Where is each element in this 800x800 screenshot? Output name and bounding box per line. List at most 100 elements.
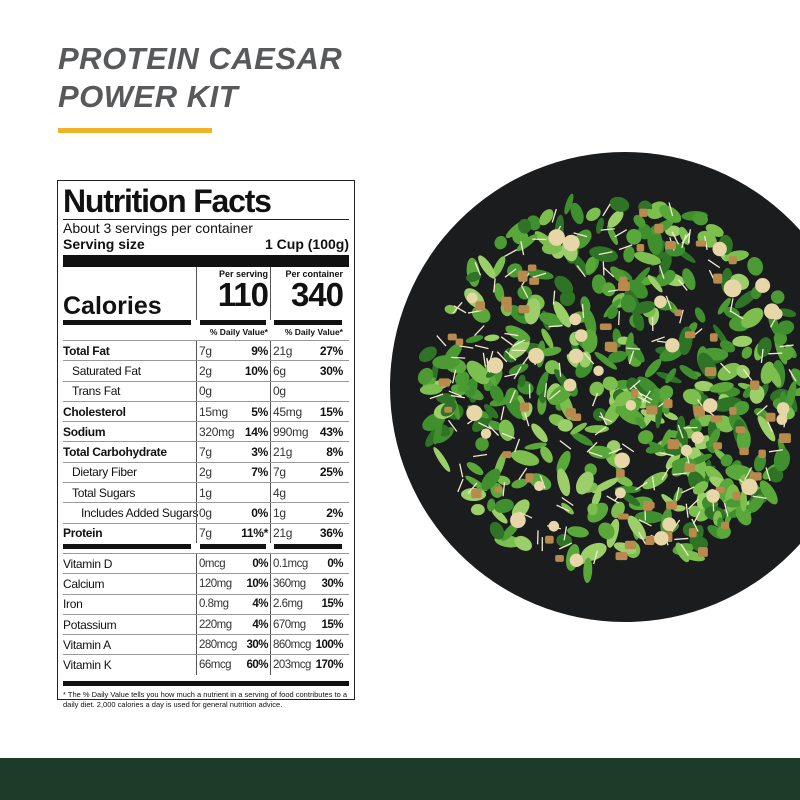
per-container-cell: 0g [270,381,345,401]
crouton [646,405,658,415]
lettuce-leaf [491,508,508,524]
lettuce-leaf [781,346,794,361]
calories-per-serving: 110 [217,276,269,313]
lettuce-leaf [644,358,662,378]
dressing-dollop [510,512,526,529]
parmesan-shred [692,511,701,525]
crouton [646,502,655,509]
crouton [758,449,766,459]
nutrient-name: Iron [63,597,83,612]
accent-rule [58,128,212,133]
parmesan-shred [482,352,487,367]
lettuce-leaf [759,480,778,505]
parmesan-shred [509,389,516,404]
lettuce-leaf [419,384,443,395]
lettuce-leaf [632,313,645,331]
amount: 7g [199,445,212,460]
lettuce-leaf [489,385,504,403]
lettuce-leaf [556,533,573,548]
parmesan-shred [638,531,647,545]
parmesan-shred [760,348,764,363]
parmesan-shred [436,335,447,347]
crouton [749,472,762,481]
crouton [688,528,697,538]
crouton [721,521,730,529]
lettuce-leaf [587,503,598,516]
daily-value: 30% [246,638,268,651]
lettuce-leaf [767,364,782,387]
lettuce-leaf [465,335,484,344]
parmesan-shred [493,278,496,293]
lettuce-leaf [531,423,548,443]
per-container-cell: 7g 25% [270,462,345,483]
crouton [729,407,737,415]
lettuce-leaf [487,498,496,512]
amount: 1g [273,506,286,521]
amount: 990mg [273,424,309,439]
lettuce-leaf [541,328,554,349]
parmesan-shred [477,421,492,430]
nutrient-row: Iron 0.8mg 4% 2.6mg 15% [63,593,349,614]
parmesan-shred [573,232,588,238]
crouton [501,296,512,307]
amount: 360mg [273,577,306,590]
parmesan-shred [626,347,641,350]
lettuce-leaf [623,246,635,263]
parmesan-shred [500,406,505,421]
parmesan-shred [788,368,797,382]
parmesan-shred [504,332,519,337]
parmesan-shred [723,502,729,517]
parmesan-shred [429,393,444,400]
lettuce-leaf [679,365,698,380]
per-container-cell: 21g 27% [270,341,345,361]
lettuce-leaf [682,388,702,405]
parmesan-shred [621,443,635,453]
parmesan-shred [513,366,522,380]
per-serving-cell: 0g 0% [196,503,270,523]
dressing-dollop [534,481,545,492]
crouton [728,256,737,265]
parmesan-shred [665,295,672,310]
amount: 21g [273,526,293,541]
crouton [765,412,776,422]
parmesan-shred [608,448,623,455]
lettuce-leaf [518,374,526,388]
parmesan-shred [448,390,462,397]
dressing-dollop [625,400,637,411]
daily-value: 4% [252,618,268,631]
parmesan-shred [756,404,768,416]
per-serving-cell: 15mg 5% [196,401,270,422]
dressing-dollop [665,338,680,353]
parmesan-shred [628,350,635,365]
parmesan-shred [674,537,689,541]
dressing-dollop [755,278,771,294]
lettuce-leaf [561,502,574,515]
lettuce-leaf [694,307,706,323]
per-container-cell: 6g 30% [270,361,345,381]
crouton [735,426,746,433]
lettuce-leaf [536,371,549,396]
lettuce-leaf [615,475,633,487]
lettuce-leaf [634,251,661,265]
lettuce-leaf [630,267,651,290]
crouton [713,442,723,450]
crouton [684,463,696,473]
crouton [565,408,576,418]
amount: 7g [199,526,212,541]
lettuce-leaf [511,478,528,489]
lettuce-leaf [484,404,499,419]
per-container-cell: 2.6mg 15% [270,594,345,614]
lettuce-leaf [757,337,772,358]
lettuce-leaf [708,428,721,448]
parmesan-shred [629,379,641,390]
crouton [616,469,625,478]
parmesan-shred [720,362,731,374]
nutrient-name: Sodium [63,424,106,439]
per-serving-cell: 7g 11%* [196,523,270,543]
nutrition-facts-label: Nutrition Facts About 3 servings per con… [57,180,355,709]
lettuce-leaf [720,454,733,467]
nutrient-name: Protein [63,526,103,541]
parmesan-shred [598,415,613,423]
nutrient-row: Dietary Fiber 2g 7% 7g 25% [63,461,349,483]
dressing-dollop [764,303,780,320]
